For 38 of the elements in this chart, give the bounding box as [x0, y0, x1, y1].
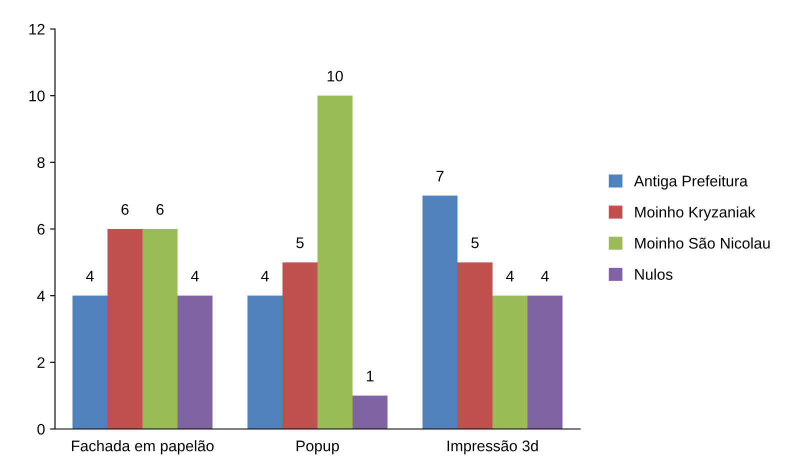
y-tick-label: 4	[37, 290, 45, 302]
data-label: 4	[86, 270, 94, 282]
data-label: 6	[156, 204, 164, 215]
bar	[422, 196, 458, 429]
data-label: 4	[261, 270, 269, 282]
data-label: 10	[328, 70, 343, 82]
bar	[282, 262, 318, 429]
data-label: 4	[541, 270, 549, 282]
bar	[318, 96, 352, 429]
x-tick-label: Popup	[296, 440, 339, 454]
bar	[492, 296, 528, 429]
bar	[352, 396, 388, 429]
y-tick-label: 10	[29, 90, 45, 102]
bar	[72, 296, 108, 429]
data-label: 1	[366, 370, 374, 382]
legend-label: Moinho Kryzaniak	[635, 206, 756, 221]
y-tick-label: 12	[29, 24, 45, 35]
legend-label: Antiga Prefeitura	[634, 175, 748, 190]
data-label: 4	[506, 270, 514, 282]
data-label: 5	[296, 238, 304, 248]
data-label: 4	[191, 270, 199, 282]
y-tick-label: 0	[37, 424, 45, 435]
y-tick-label: 6	[38, 224, 45, 235]
legend-label: Moinho São Nicolau	[635, 237, 770, 249]
bar	[458, 262, 492, 429]
data-label: 6	[122, 204, 129, 215]
y-tick-label: 8	[37, 157, 45, 168]
bar	[248, 296, 282, 429]
data-label: 5	[471, 238, 479, 248]
legend-label: Nulos	[635, 268, 672, 280]
x-tick-label: Fachada em papelão	[72, 440, 214, 454]
data-label: 7	[436, 170, 444, 182]
bar	[142, 229, 178, 429]
y-tick-label: 2	[38, 357, 45, 368]
x-tick-label: Impressão 3d	[448, 440, 538, 454]
bar	[178, 296, 212, 429]
bar	[528, 296, 562, 429]
bar	[108, 229, 142, 429]
